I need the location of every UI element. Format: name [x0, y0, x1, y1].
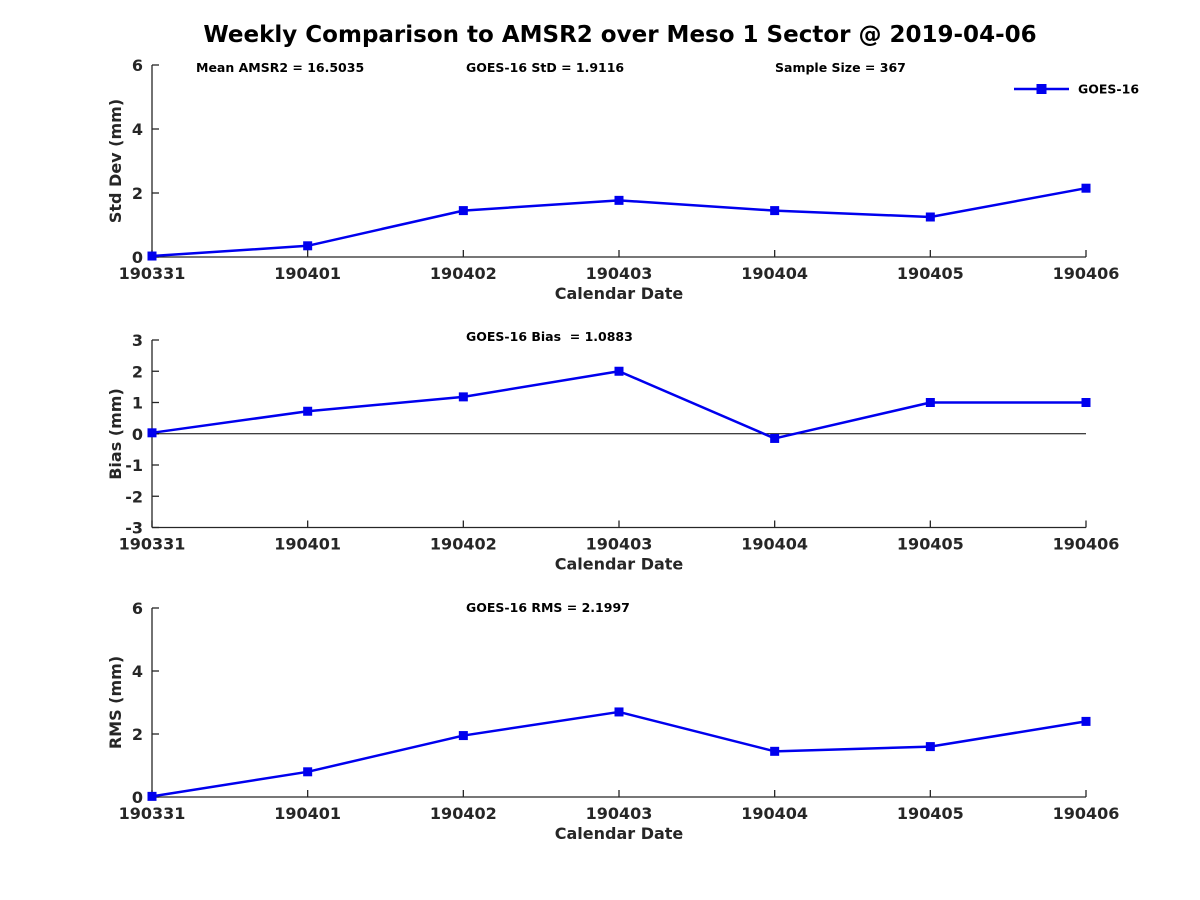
bias-series [147, 366, 1091, 443]
stddev-x-axis-label: Calendar Date [555, 284, 684, 303]
y-tick-label: 0 [132, 425, 143, 444]
x-tick-label: 190402 [430, 804, 497, 823]
x-tick-label: 190406 [1053, 804, 1120, 823]
y-tick-label: 4 [132, 120, 143, 139]
y-tick-label: 4 [132, 662, 143, 681]
data-point [458, 731, 468, 741]
data-point [614, 195, 624, 205]
x-tick-label: 190403 [586, 264, 653, 283]
series-line [150, 710, 1088, 798]
data-point [147, 428, 157, 438]
x-tick-label: 190403 [586, 535, 653, 554]
x-tick-label: 190331 [119, 804, 186, 823]
y-tick-label: 3 [132, 331, 143, 350]
data-point [303, 241, 313, 251]
data-point [614, 707, 624, 717]
legend: GOES-16 [1014, 82, 1139, 97]
bias-axes: -3 -2 -1 0 1 2 3 190331 190401 190402 190403 190404… [119, 331, 1120, 554]
x-tick-label: 190403 [586, 804, 653, 823]
rms-series [147, 707, 1091, 801]
rms-y-axis-label: RMS (mm) [106, 656, 125, 749]
x-tick-label: 190402 [430, 264, 497, 283]
x-tick-label: 190402 [430, 535, 497, 554]
rms-x-axis-label: Calendar Date [555, 824, 684, 843]
x-tick-label: 190404 [741, 804, 808, 823]
data-point [925, 742, 935, 752]
data-point [147, 251, 157, 261]
rms-panel: 0 2 4 6 190331 190401 190402 190403 190404 190405… [106, 599, 1119, 843]
y-tick-label: 0 [132, 248, 143, 267]
y-tick-label: 0 [132, 788, 143, 807]
y-tick-label: 2 [132, 362, 143, 381]
annotation-goes16-std: GOES-16 StD = 1.9116 [466, 60, 624, 75]
y-tick-label: -2 [125, 487, 143, 506]
data-point [303, 406, 313, 416]
data-point [303, 767, 313, 777]
data-point [458, 392, 468, 402]
data-point [925, 212, 935, 222]
x-tick-label: 190405 [897, 535, 964, 554]
data-point [458, 206, 468, 216]
stddev-panel: 0 2 4 6 190331 190401 190402 190403 190404 190405… [106, 56, 1139, 303]
rms-axes: 0 2 4 6 190331 190401 190402 190403 190404 190405… [119, 599, 1120, 823]
data-point [1081, 716, 1091, 726]
x-tick-label: 190331 [119, 535, 186, 554]
legend-label: GOES-16 [1078, 82, 1139, 97]
data-point [147, 791, 157, 801]
x-tick-label: 190401 [274, 264, 341, 283]
data-point [770, 746, 780, 756]
data-point [1081, 398, 1091, 407]
annotation-mean-amsr2: Mean AMSR2 = 16.5035 [196, 60, 364, 75]
x-tick-label: 190331 [119, 264, 186, 283]
y-tick-label: -3 [125, 519, 143, 538]
data-point [925, 398, 935, 407]
y-tick-label: -1 [125, 456, 143, 475]
x-tick-label: 190405 [897, 804, 964, 823]
y-tick-label: 6 [132, 56, 143, 75]
y-tick-label: 6 [132, 599, 143, 618]
annotation-goes16-bias: GOES-16 Bias = 1.0883 [466, 329, 633, 344]
stddev-series [147, 183, 1091, 261]
y-tick-label: 1 [132, 394, 143, 413]
bias-panel: -3 -2 -1 0 1 2 3 190331 190401 190402 190403 190404… [106, 329, 1119, 574]
x-tick-label: 190406 [1053, 535, 1120, 554]
series-line [150, 370, 1088, 440]
x-tick-label: 190401 [274, 535, 341, 554]
x-tick-label: 190404 [741, 535, 808, 554]
bias-y-axis-label: Bias (mm) [106, 388, 125, 480]
x-tick-label: 190405 [897, 264, 964, 283]
data-point [614, 366, 624, 376]
data-point [770, 433, 780, 443]
stddev-axes: 0 2 4 6 190331 190401 190402 190403 190404 190405… [119, 56, 1120, 283]
y-tick-label: 2 [132, 725, 143, 744]
figure-title: Weekly Comparison to AMSR2 over Meso 1 S… [203, 22, 1036, 48]
legend-marker-sample [1036, 84, 1047, 94]
y-tick-label: 2 [132, 184, 143, 203]
data-point [770, 206, 780, 216]
bias-x-axis-label: Calendar Date [555, 555, 684, 574]
x-tick-label: 190406 [1053, 264, 1120, 283]
annotation-goes16-rms: GOES-16 RMS = 2.1997 [466, 600, 630, 615]
x-tick-label: 190404 [741, 264, 808, 283]
stddev-y-axis-label: Std Dev (mm) [106, 99, 125, 223]
x-tick-label: 190401 [274, 804, 341, 823]
data-point [1081, 183, 1091, 193]
annotation-sample-size: Sample Size = 367 [775, 60, 906, 75]
